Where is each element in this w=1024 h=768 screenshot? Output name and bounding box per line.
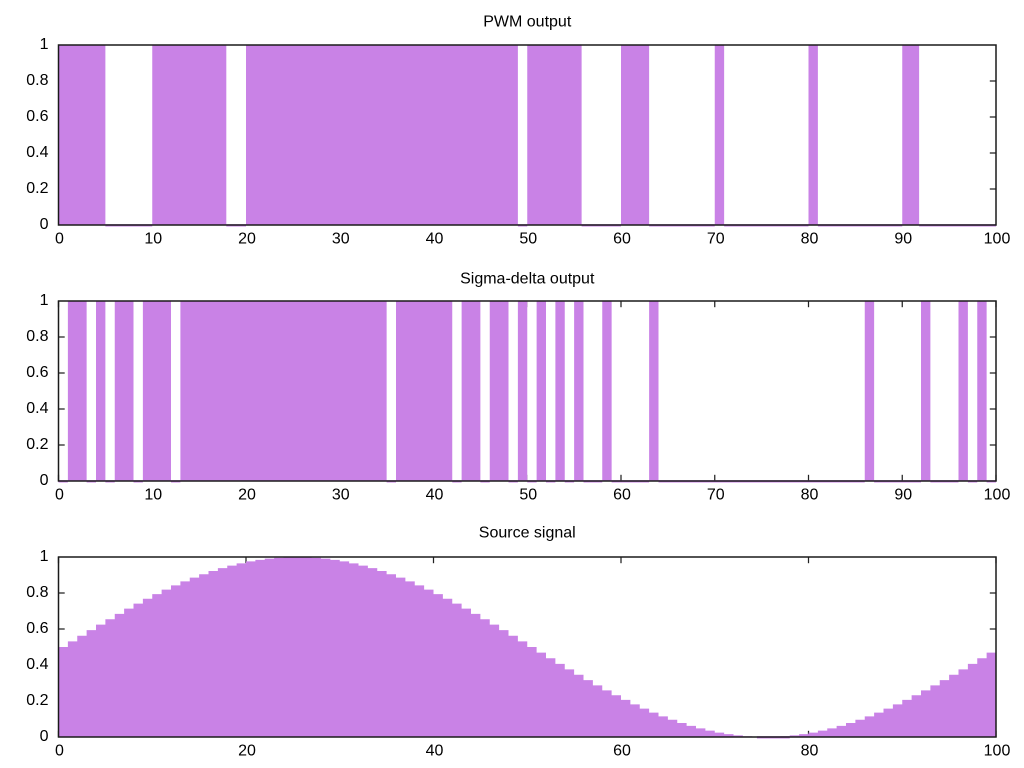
svg-text:10: 10 xyxy=(144,231,162,248)
svg-text:20: 20 xyxy=(238,487,256,504)
svg-text:0: 0 xyxy=(40,216,49,233)
svg-text:30: 30 xyxy=(332,231,350,248)
svg-text:70: 70 xyxy=(707,231,725,248)
svg-text:0: 0 xyxy=(40,728,49,745)
svg-text:10: 10 xyxy=(144,487,162,504)
svg-text:0: 0 xyxy=(55,743,64,760)
svg-text:0.6: 0.6 xyxy=(26,108,48,125)
svg-text:0: 0 xyxy=(55,487,64,504)
svg-text:0.4: 0.4 xyxy=(26,400,48,417)
svg-text:20: 20 xyxy=(238,231,256,248)
svg-text:Source signal: Source signal xyxy=(479,524,576,541)
svg-text:0.4: 0.4 xyxy=(26,656,48,673)
svg-text:0.6: 0.6 xyxy=(26,620,48,637)
svg-text:40: 40 xyxy=(426,231,444,248)
svg-text:20: 20 xyxy=(238,743,256,760)
svg-text:80: 80 xyxy=(801,487,819,504)
svg-text:Sigma-delta output: Sigma-delta output xyxy=(460,270,595,287)
svg-text:60: 60 xyxy=(613,231,631,248)
svg-text:0: 0 xyxy=(40,472,49,489)
svg-text:80: 80 xyxy=(801,743,819,760)
svg-text:0.4: 0.4 xyxy=(26,144,48,161)
svg-text:40: 40 xyxy=(426,487,444,504)
svg-text:60: 60 xyxy=(613,743,631,760)
svg-text:90: 90 xyxy=(894,231,912,248)
svg-text:100: 100 xyxy=(984,487,1011,504)
svg-text:80: 80 xyxy=(801,231,819,248)
svg-text:100: 100 xyxy=(984,231,1011,248)
svg-text:70: 70 xyxy=(707,487,725,504)
svg-text:0.8: 0.8 xyxy=(26,328,48,345)
svg-text:0.6: 0.6 xyxy=(26,364,48,381)
svg-text:90: 90 xyxy=(894,487,912,504)
svg-text:1: 1 xyxy=(40,292,49,309)
svg-text:40: 40 xyxy=(426,743,444,760)
svg-text:PWM output: PWM output xyxy=(483,14,572,31)
svg-text:0.2: 0.2 xyxy=(26,436,48,453)
svg-text:60: 60 xyxy=(613,487,631,504)
svg-text:30: 30 xyxy=(332,487,350,504)
svg-text:0.8: 0.8 xyxy=(26,584,48,601)
svg-text:0: 0 xyxy=(55,231,64,248)
svg-text:50: 50 xyxy=(519,231,537,248)
svg-text:0.2: 0.2 xyxy=(26,180,48,197)
svg-text:1: 1 xyxy=(40,36,49,53)
svg-text:1: 1 xyxy=(40,548,49,565)
svg-text:0.2: 0.2 xyxy=(26,692,48,709)
svg-text:100: 100 xyxy=(984,743,1011,760)
svg-text:50: 50 xyxy=(519,487,537,504)
svg-text:0.8: 0.8 xyxy=(26,72,48,89)
